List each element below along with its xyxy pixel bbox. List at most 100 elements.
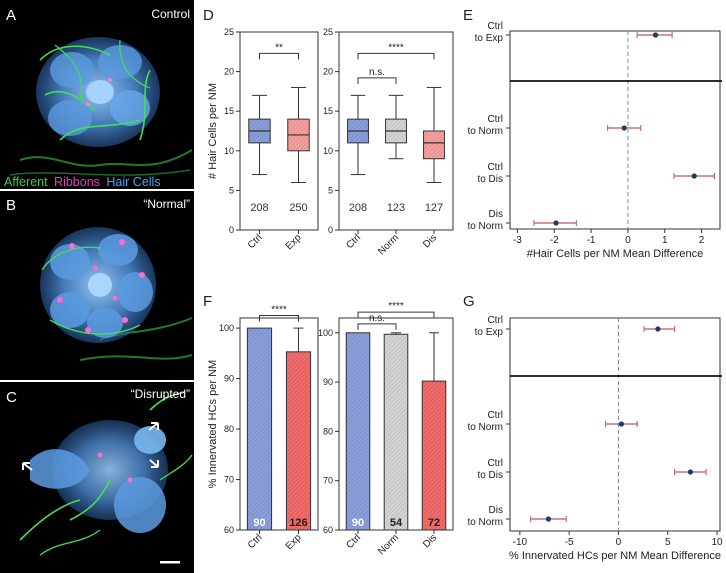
x-tick-label: 0 xyxy=(625,235,631,246)
panel-letter-a: A xyxy=(6,7,16,24)
mean-difference-point xyxy=(621,125,627,131)
arrow-icon xyxy=(22,462,33,471)
mean-difference-point xyxy=(655,326,661,332)
bar xyxy=(383,333,409,531)
x-tick-label: Dis xyxy=(421,532,439,550)
bar xyxy=(285,351,312,531)
significance-label: **** xyxy=(388,301,404,312)
n-count-label: 208 xyxy=(250,202,268,214)
chart-innervated-ctrl-norm-dis: 60 70 80 90 100 90 Ctrl 54 Norm 72 Dis n.s.**** xyxy=(318,301,454,557)
bar xyxy=(246,327,273,531)
x-tick-label: 0 xyxy=(616,537,622,548)
significance-bracket xyxy=(357,311,435,319)
y-tick-label: 15 xyxy=(224,106,234,116)
plot-frame xyxy=(239,31,319,231)
y-tick-label: 60 xyxy=(323,525,333,535)
arrow-icon xyxy=(149,459,159,468)
significance-label: **** xyxy=(388,42,404,53)
x-axis-label: % Innervated HCs per NM Mean Difference xyxy=(509,550,721,562)
comparison-label-line1: Dis xyxy=(489,209,503,220)
x-tick-label: Norm xyxy=(376,532,401,557)
panel-letter-e: E xyxy=(463,7,473,24)
mean-difference-point xyxy=(652,32,659,38)
panel-letter-g: G xyxy=(463,293,475,310)
y-tick-label: 5 xyxy=(229,185,234,195)
mean-difference-point xyxy=(618,421,625,427)
arrow-icon xyxy=(148,422,159,431)
comparison-label-line2: to Dis xyxy=(477,470,503,481)
significance-label: n.s. xyxy=(369,67,385,78)
n-count-label: 123 xyxy=(387,202,405,214)
y-tick-label: 5 xyxy=(328,185,333,195)
scale-bar xyxy=(160,561,180,564)
x-tick-label: 10 xyxy=(711,537,723,548)
micrograph-panel-c: C “Disrupted” xyxy=(0,382,194,573)
y-tick-label: 60 xyxy=(224,525,234,535)
micrograph-a-cells xyxy=(9,37,193,176)
n-count-label: 208 xyxy=(349,202,367,214)
legend-ribbons: Ribbons xyxy=(54,175,100,189)
x-tick-label: Ctrl xyxy=(246,232,265,251)
box xyxy=(423,130,445,160)
y-axis-label: % Innervated HCs per NM xyxy=(207,360,219,488)
comparison-label-line1: Ctrl xyxy=(487,315,503,326)
comparison-label-line2: to Norm xyxy=(467,221,503,232)
legend-hair-cells: Hair Cells xyxy=(106,175,160,189)
y-tick-label: 70 xyxy=(224,475,234,485)
comparison-label-line1: Ctrl xyxy=(487,114,503,125)
x-tick-label: Exp xyxy=(284,232,304,252)
x-tick-label: Ctrl xyxy=(246,532,265,551)
y-tick-label: 0 xyxy=(229,225,234,235)
y-tick-label: 90 xyxy=(323,377,333,387)
comparison-label-line1: Ctrl xyxy=(487,458,503,469)
y-tick-label: 25 xyxy=(323,27,333,37)
x-tick-label: -1 xyxy=(587,235,596,246)
comparison-label-line2: to Exp xyxy=(475,33,504,44)
n-count-label: 127 xyxy=(425,202,443,214)
comparison-label-line1: Ctrl xyxy=(487,162,503,173)
panel-a-title: Control xyxy=(151,7,190,21)
y-tick-label: 90 xyxy=(224,374,234,384)
comparison-label-line2: to Dis xyxy=(477,174,503,185)
n-count-label: 90 xyxy=(352,517,364,529)
x-axis-label: #Hair Cells per NM Mean Difference xyxy=(527,248,703,260)
significance-bracket xyxy=(357,52,435,60)
y-tick-label: 100 xyxy=(318,328,333,338)
x-tick-label: 5 xyxy=(665,537,671,548)
bar xyxy=(345,332,371,531)
x-tick-label: -10 xyxy=(513,537,528,548)
n-count-label: 90 xyxy=(253,517,265,529)
y-tick-label: 80 xyxy=(323,426,333,436)
comparison-label-line1: Ctrl xyxy=(487,410,503,421)
y-tick-label: 15 xyxy=(323,106,333,116)
comparison-label-line2: to Norm xyxy=(467,126,503,137)
y-tick-label: 80 xyxy=(224,424,234,434)
y-tick-label: 70 xyxy=(323,476,333,486)
legend-afferent: Afferent xyxy=(4,175,48,189)
significance-bracket xyxy=(357,77,397,84)
plot-frame xyxy=(239,317,319,531)
x-tick-label: -5 xyxy=(565,537,574,548)
panel-c-title: “Disrupted” xyxy=(131,387,190,401)
y-tick-label: 10 xyxy=(224,146,234,156)
x-tick-label: 1 xyxy=(662,235,668,246)
bar xyxy=(421,380,447,531)
y-tick-label: 0 xyxy=(328,225,333,235)
comparison-label-line1: Dis xyxy=(489,505,503,516)
panel-letter-b: B xyxy=(6,197,16,214)
n-count-label: 72 xyxy=(428,517,440,529)
y-tick-label: 20 xyxy=(323,67,333,77)
significance-bracket xyxy=(357,323,397,330)
x-tick-label: Norm xyxy=(376,232,401,257)
significance-label: **** xyxy=(271,304,287,315)
y-tick-label: 100 xyxy=(219,323,234,333)
mean-difference-point xyxy=(553,220,559,226)
x-tick-label: Exp xyxy=(284,532,304,552)
x-tick-label: -2 xyxy=(550,235,559,246)
panel-letter-d: D xyxy=(203,7,214,24)
plot-frame xyxy=(509,30,721,230)
x-tick-label: Ctrl xyxy=(344,232,363,251)
